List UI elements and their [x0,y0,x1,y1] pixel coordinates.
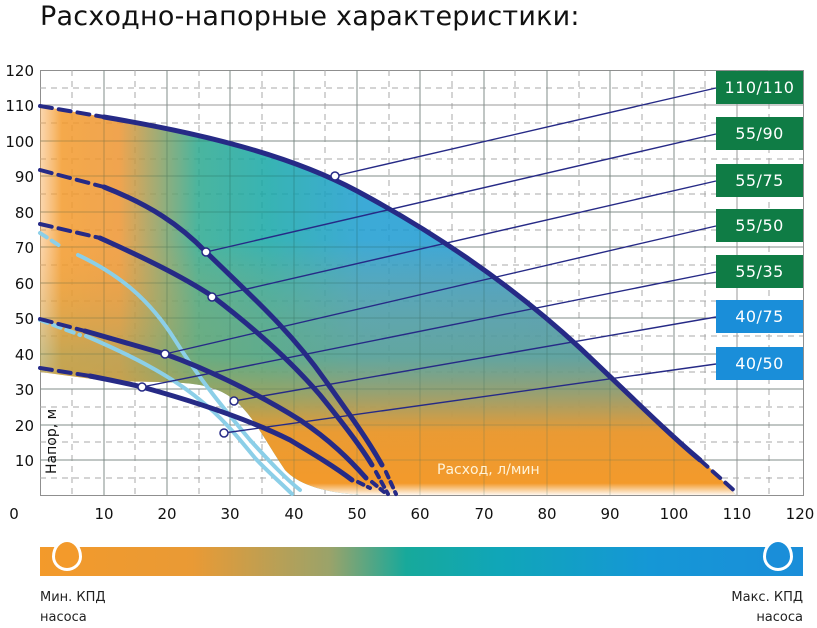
curve-110-110-dash [38,104,106,119]
min-efficiency-label-line2: насоса [40,610,87,625]
x-tick: 120 [785,505,815,523]
x-tick: 20 [157,505,177,523]
curve-55-75-dash2 [374,470,390,496]
legend-tag-55-75: 55/75 [716,164,803,197]
legend-tag-55-90: 55/90 [716,117,803,150]
curve-55-50-dash2 [370,480,386,494]
legend-tag-55-50: 55/50 [716,209,803,242]
curve-55-75-dash [38,222,102,240]
max-efficiency-label-line2: насоса [756,610,803,625]
curve-40-75 [38,231,62,248]
y-tick: 50 [14,310,34,328]
curve-55-90-dash [38,168,106,189]
y-tick: 40 [14,346,34,364]
x-tick: 10 [94,505,114,523]
curve-55-35-dash2 [356,480,372,490]
x-tick: 40 [284,505,304,523]
min-efficiency-label-line1: Мин. КПД [40,590,106,605]
curve-55-90-dash2 [384,470,398,496]
y-tick: 90 [14,168,34,186]
curve-110-110-dash2 [698,458,740,496]
legend-tag-40-50: 40/50 [716,347,803,380]
legend-tag-55-35: 55/35 [716,255,803,288]
x-tick: 30 [220,505,240,523]
curves-40-series [38,231,302,496]
y-tick: 10 [14,452,34,470]
curve-55-50-dash [38,317,87,333]
x-tick: 50 [347,505,367,523]
legend-tag-110-110: 110/110 [716,71,803,104]
curve-55-35-dash [38,366,92,378]
curve-55-90 [101,184,385,468]
y-tick: 20 [14,417,34,435]
x-tick: 0 [9,505,19,523]
legend-tag-40-75: 40/75 [716,300,803,333]
curve-55-35 [87,373,355,483]
x-tick: 100 [659,505,689,523]
x-tick: 70 [474,505,494,523]
x-tick: 60 [410,505,430,523]
curve-110-110 [101,114,703,463]
efficiency-scale-bar [40,539,803,576]
efficiency-area [40,70,803,495]
y-tick: 100 [5,133,34,151]
pump-curves-plot [38,70,804,496]
x-axis-label: Расход, л/мин [437,462,540,478]
y-tick: 30 [14,381,34,399]
y-tick: 120 [5,62,34,80]
x-tick: 80 [537,505,557,523]
curve-55-75 [97,235,375,468]
max-efficiency-label-line1: Макс. КПД [731,590,803,605]
y-axis-label: Напор, м [44,408,60,474]
leader-lines [141,87,717,434]
min-efficiency-marker-icon [52,539,82,571]
x-tick: 90 [600,505,620,523]
y-tick: 60 [14,275,34,293]
curves-navy [38,104,740,496]
curve-40-50-solid [84,334,294,496]
x-tick: 110 [722,505,752,523]
curve-markers [137,171,340,438]
page-title: Расходно-напорные характеристики: [40,1,580,32]
curve-55-50 [82,328,369,481]
y-tick: 70 [14,239,34,257]
y-tick: 80 [14,204,34,222]
y-tick: 110 [5,97,34,115]
max-efficiency-marker-icon [763,539,793,571]
curve-40-75-solid [76,253,302,492]
